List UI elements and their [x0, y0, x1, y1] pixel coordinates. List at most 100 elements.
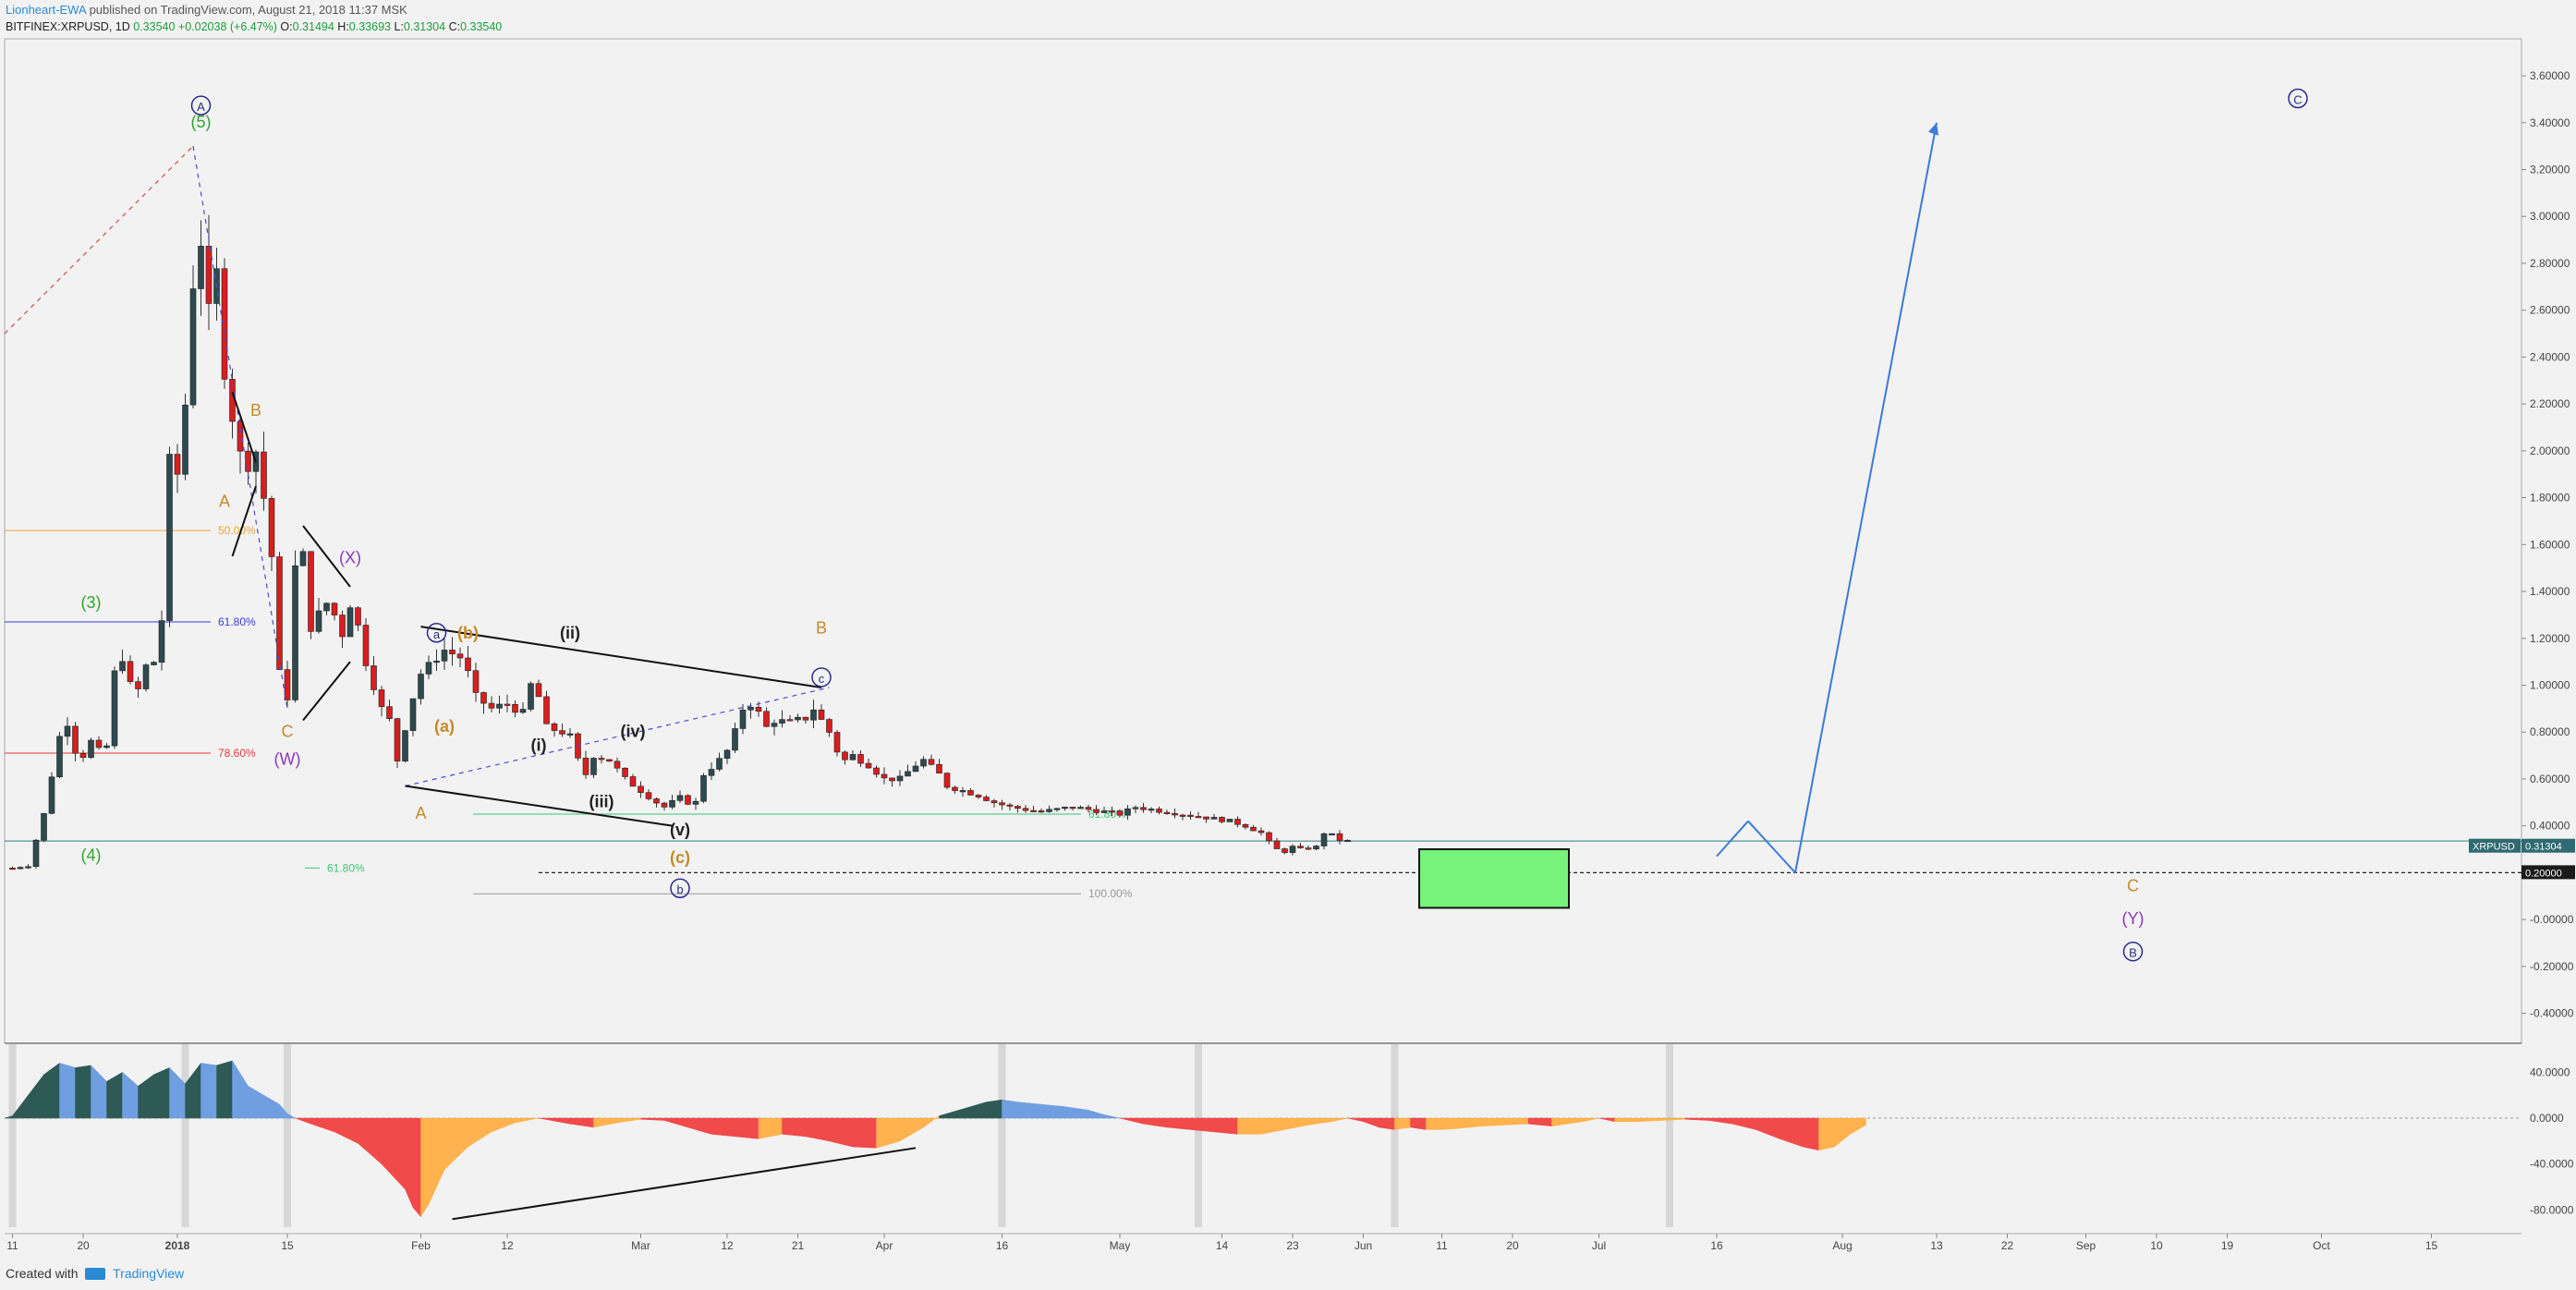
price-tick-label: 3.20000	[2530, 163, 2570, 176]
wave-label: (v)	[670, 821, 690, 839]
candle-body	[638, 785, 644, 793]
oscillator-segment	[1480, 1117, 1505, 1126]
price-tick-label: 3.00000	[2530, 210, 2570, 223]
oscillator-segment	[153, 1067, 170, 1119]
candle-body	[786, 719, 794, 722]
oscillator-segment	[1307, 1117, 1332, 1126]
oscillator-tick-label: 0.0000	[2530, 1112, 2564, 1125]
footer: Created with TradingView	[6, 1266, 184, 1281]
author-link[interactable]: Lionheart-EWA	[6, 3, 86, 17]
time-tick-label: 2018	[165, 1239, 190, 1252]
candle-body	[339, 615, 346, 638]
candle-body	[622, 767, 628, 777]
wave-label: (i)	[531, 736, 547, 754]
oscillator-segment	[1504, 1117, 1529, 1126]
time-tick-label: 20	[1506, 1239, 1519, 1252]
candle-body	[676, 795, 684, 801]
candle-body	[936, 763, 942, 774]
tradingview-link[interactable]: TradingView	[113, 1266, 185, 1281]
wave-dashed-line	[405, 687, 830, 787]
candle-body	[261, 451, 267, 499]
fib-levels: 50.00%61.80%78.60%61.80%61.80%100.00%	[5, 524, 2521, 909]
candle-body	[1172, 813, 1178, 816]
wave-channel-line	[302, 661, 351, 722]
candle-body	[896, 775, 904, 782]
oscillator-segment	[310, 1117, 335, 1133]
time-tick-label: 13	[1930, 1239, 1943, 1252]
oscillator-segment	[640, 1117, 665, 1121]
wave-label: C	[2293, 92, 2302, 106]
wave-label: B	[816, 619, 827, 638]
time-tick-label: Sep	[2076, 1239, 2096, 1252]
oscillator-segment	[381, 1117, 406, 1190]
symbol-label: BITFINEX:XRPUSD, 1D	[6, 20, 130, 33]
oscillator-segment	[1551, 1117, 1568, 1127]
candle-body	[920, 759, 927, 767]
price-change: +0.02038 (+6.47%)	[177, 20, 277, 33]
wave-label: a	[433, 627, 441, 641]
high-label: H:	[337, 20, 349, 33]
candle-body	[1219, 817, 1225, 822]
candle-body	[472, 670, 480, 693]
candle-body	[645, 792, 652, 799]
candle-body	[221, 268, 228, 380]
time-tick-label: 16	[996, 1239, 1009, 1252]
candle-body	[488, 702, 495, 709]
oscillator-band	[181, 1044, 189, 1227]
candle-body	[9, 868, 16, 870]
oscillator-segment	[1779, 1117, 1804, 1148]
wave-label: A	[219, 493, 230, 511]
candle-body	[32, 839, 40, 868]
wave-label-circle	[2288, 88, 2308, 109]
candle-body	[268, 498, 275, 557]
oscillator-segment	[515, 1117, 540, 1124]
candle-body	[371, 665, 377, 690]
candle-body	[685, 795, 691, 805]
publish-info: Lionheart-EWA published on TradingView.c…	[6, 3, 407, 17]
wave-label: b	[676, 882, 683, 896]
candle-body	[952, 786, 958, 791]
candle-body	[205, 246, 213, 304]
oscillator-segment	[1088, 1109, 1105, 1119]
oscillator-segment	[735, 1117, 759, 1139]
candle-body	[1006, 804, 1014, 807]
candle-body	[1069, 807, 1076, 809]
candle-body	[551, 724, 558, 731]
level-tag-box	[2521, 865, 2575, 880]
oscillator-segment	[663, 1117, 688, 1128]
oscillator-segment	[1850, 1117, 1866, 1135]
candle-body	[79, 752, 87, 759]
low-value: 0.31304	[403, 20, 446, 33]
candle-body	[559, 730, 565, 735]
candle-body	[1132, 807, 1139, 809]
candle-body	[802, 716, 809, 721]
wave-channel-line	[231, 392, 257, 463]
candle-body	[857, 754, 864, 764]
oscillator-segment	[1002, 1099, 1018, 1119]
candle-body	[103, 745, 110, 748]
candle-body	[119, 661, 126, 672]
wave-dashed-line	[4, 145, 194, 335]
oscillator-segment	[444, 1117, 468, 1171]
candle-body	[1022, 808, 1029, 811]
candle-body	[512, 703, 518, 713]
candle-body	[990, 800, 998, 804]
oscillator-segment	[962, 1101, 987, 1119]
close-label: C:	[448, 20, 461, 33]
oscillator-segment	[468, 1117, 492, 1148]
oscillator-segment	[1661, 1117, 1686, 1121]
candle-body	[1289, 846, 1296, 853]
candle-body	[433, 661, 440, 663]
candle-body	[614, 761, 621, 769]
fib-level-label: 78.60%	[218, 747, 256, 760]
wave-lines	[4, 122, 1938, 874]
candle-body	[189, 288, 197, 406]
candle-body	[17, 867, 24, 870]
candle-body	[779, 719, 785, 724]
projection-line	[1794, 122, 1938, 873]
fib-level-label: 61.80%	[218, 615, 256, 628]
oscillator-segment	[1017, 1101, 1042, 1119]
fib-level-label: 50.00%	[218, 524, 256, 537]
candle-body	[465, 657, 471, 672]
